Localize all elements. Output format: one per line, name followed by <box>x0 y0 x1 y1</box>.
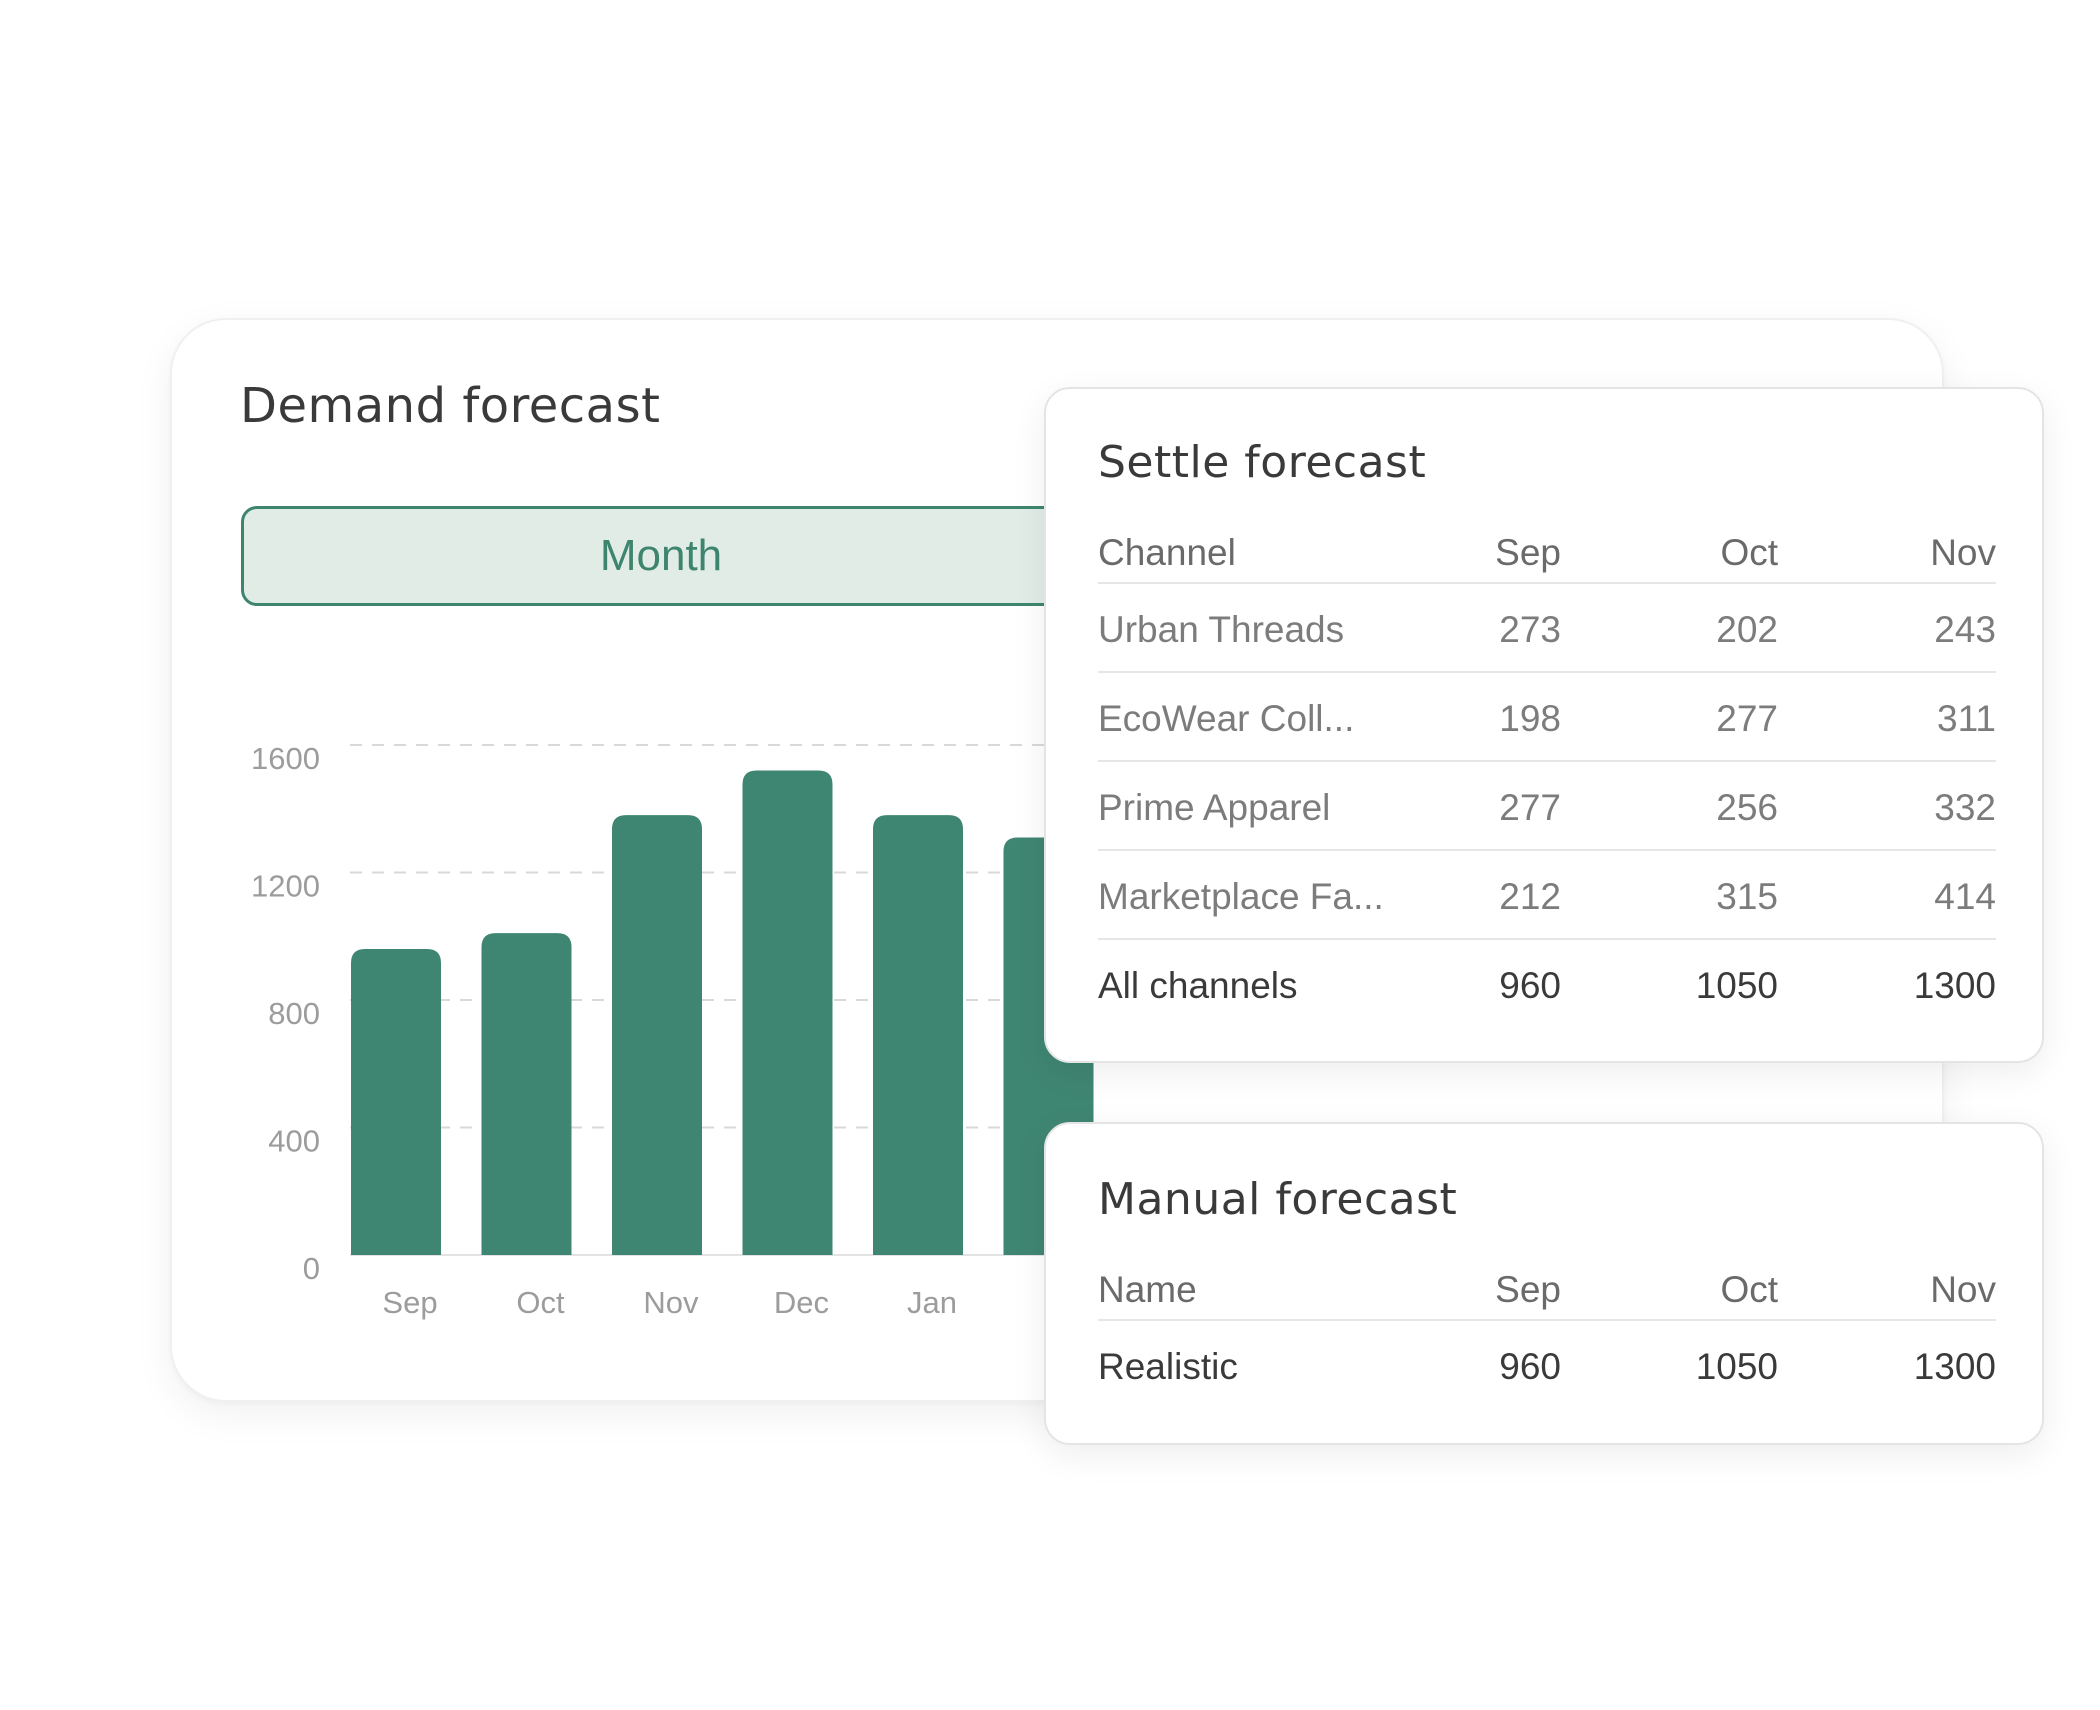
bar-oct[interactable] <box>481 933 572 1255</box>
sep-value: 960 <box>1499 1346 1561 1387</box>
manual-forecast-popover: Manual forecast Name Sep Oct Nov Realist… <box>1044 1122 2044 1445</box>
channel-name: Marketplace Fa... <box>1098 876 1384 917</box>
x-tick-label: Dec <box>774 1285 829 1320</box>
nov-value: 414 <box>1934 876 1996 917</box>
y-tick-label: 0 <box>303 1251 320 1286</box>
y-tick-label: 1200 <box>251 869 320 904</box>
sep-value: 198 <box>1499 698 1561 739</box>
bar-nov[interactable] <box>612 815 702 1255</box>
sep-value: 273 <box>1499 609 1561 650</box>
column-header-nov: Nov <box>1930 1269 1996 1310</box>
column-header-sep: Sep <box>1495 1269 1561 1310</box>
table-total-row: All channels 960 1050 1300 <box>1098 940 1996 1027</box>
settle-forecast-popover: Settle forecast Channel Sep Oct Nov Urba… <box>1044 387 2044 1063</box>
settle-forecast-title: Settle forecast <box>1098 437 1427 488</box>
scenario-name: Realistic <box>1098 1346 1238 1387</box>
oct-value: 277 <box>1716 698 1778 739</box>
y-tick-label: 1600 <box>251 741 320 776</box>
month-segment-button[interactable]: Month <box>241 506 1081 606</box>
oct-total: 1050 <box>1695 965 1778 1006</box>
x-tick-label: Nov <box>643 1285 699 1320</box>
channel-name: EcoWear Coll... <box>1098 698 1355 739</box>
column-header-sep: Sep <box>1495 532 1561 573</box>
sep-value: 277 <box>1499 787 1561 828</box>
table-row: Marketplace Fa... 212 315 414 <box>1098 851 1996 940</box>
x-tick-label: Oct <box>516 1285 565 1320</box>
nov-value: 311 <box>1937 698 1996 739</box>
manual-forecast-title: Manual forecast <box>1098 1174 1458 1225</box>
manual-forecast-table: Name Sep Oct Nov Realistic 960 1050 1300 <box>1098 1259 1996 1408</box>
oct-value: 256 <box>1716 787 1778 828</box>
bar-sep[interactable] <box>351 949 441 1255</box>
nov-total: 1300 <box>1913 965 1996 1006</box>
column-header-name: Name <box>1098 1269 1197 1310</box>
nov-value: 332 <box>1934 787 1996 828</box>
channel-name: Urban Threads <box>1098 609 1345 650</box>
table-row: Realistic 960 1050 1300 <box>1098 1321 1996 1408</box>
channel-name: Prime Apparel <box>1098 787 1331 828</box>
y-tick-label: 800 <box>268 996 320 1031</box>
card-title: Demand forecast <box>240 378 661 434</box>
oct-value: 315 <box>1716 876 1778 917</box>
column-header-oct: Oct <box>1720 532 1778 573</box>
sep-value: 212 <box>1499 876 1561 917</box>
month-segment-label: Month <box>599 531 723 580</box>
nov-value: 243 <box>1934 609 1996 650</box>
table-row: Urban Threads 273 202 243 <box>1098 584 1996 673</box>
total-label: All channels <box>1098 965 1298 1006</box>
table-header-row: Name Sep Oct Nov <box>1098 1259 1996 1321</box>
sep-total: 960 <box>1499 965 1561 1006</box>
y-tick-label: 400 <box>268 1124 320 1159</box>
x-tick-label: Sep <box>382 1285 437 1320</box>
oct-value: 202 <box>1716 609 1778 650</box>
oct-value: 1050 <box>1695 1346 1778 1387</box>
table-row: EcoWear Coll... 198 277 311 <box>1098 673 1996 762</box>
nov-value: 1300 <box>1913 1346 1996 1387</box>
column-header-oct: Oct <box>1720 1269 1778 1310</box>
bar-jan[interactable] <box>873 815 963 1255</box>
settle-forecast-table: Channel Sep Oct Nov Urban Threads 273 20… <box>1098 522 1996 1027</box>
column-header-channel: Channel <box>1098 532 1236 573</box>
x-tick-label: Jan <box>907 1285 957 1320</box>
table-row: Prime Apparel 277 256 332 <box>1098 762 1996 851</box>
bar-dec[interactable] <box>742 770 833 1256</box>
table-header-row: Channel Sep Oct Nov <box>1098 522 1996 584</box>
column-header-nov: Nov <box>1930 532 1996 573</box>
